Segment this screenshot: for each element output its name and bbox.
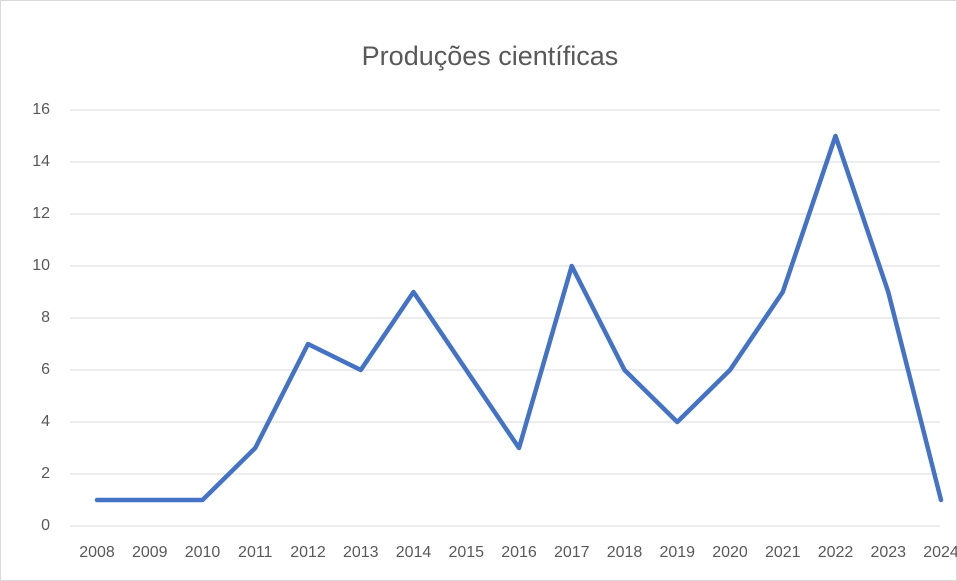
y-tick-label: 2 xyxy=(41,465,50,482)
x-tick-label: 2019 xyxy=(659,544,695,561)
x-tick-label: 2014 xyxy=(396,544,432,561)
chart-title: Produções científicas xyxy=(362,41,619,71)
series-line xyxy=(94,133,944,503)
x-tick-label: 2023 xyxy=(870,544,906,561)
y-tick-label: 6 xyxy=(41,361,50,378)
x-tick-label: 2013 xyxy=(343,544,379,561)
x-tick-label: 2016 xyxy=(501,544,537,561)
y-tick-label: 14 xyxy=(32,153,50,170)
x-tick-label: 2020 xyxy=(712,544,748,561)
x-tick-label: 2022 xyxy=(818,544,854,561)
x-tick-label: 2008 xyxy=(79,544,115,561)
x-tick-label: 2012 xyxy=(290,544,326,561)
y-tick-label: 0 xyxy=(41,517,50,534)
x-tick-label: 2010 xyxy=(185,544,221,561)
x-tick-label: 2011 xyxy=(238,544,273,561)
x-tick-label: 2018 xyxy=(607,544,643,561)
x-tick-label: 2024 xyxy=(923,544,957,561)
x-tick-label: 2021 xyxy=(765,544,801,561)
x-tick-label: 2015 xyxy=(448,544,484,561)
y-tick-label: 12 xyxy=(32,205,50,222)
y-tick-label: 8 xyxy=(41,309,50,326)
x-tick-label: 2017 xyxy=(554,544,590,561)
y-tick-label: 10 xyxy=(32,257,50,274)
x-tick-label: 2009 xyxy=(132,544,168,561)
y-tick-label: 4 xyxy=(41,413,50,430)
y-tick-label: 16 xyxy=(32,101,50,118)
